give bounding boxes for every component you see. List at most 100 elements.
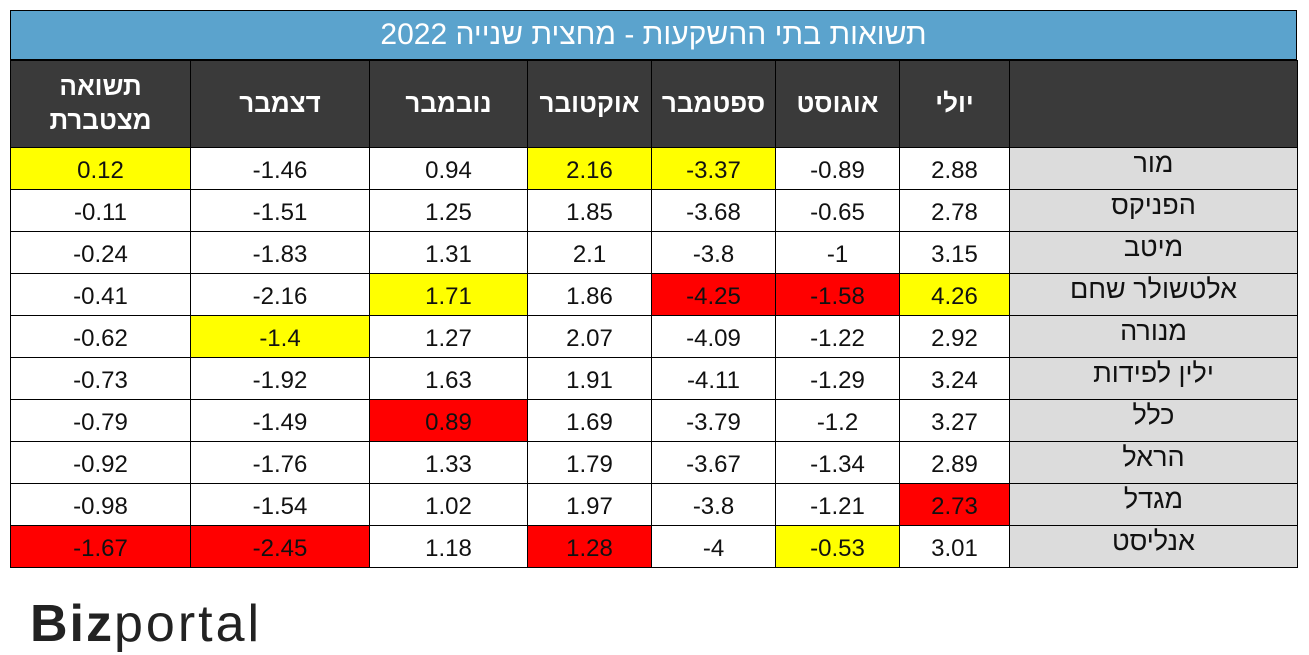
column-header: אוגוסט — [775, 60, 900, 148]
value-cell: -0.98 — [10, 483, 191, 526]
value-cell: 4.26 — [899, 273, 1010, 316]
value-cell: -0.53 — [775, 525, 900, 568]
value-cell: 1.63 — [369, 357, 528, 400]
value-cell: 1.69 — [527, 399, 652, 442]
value-cell: -1.29 — [775, 357, 900, 400]
fund-name-cell: מיטב — [1009, 231, 1298, 274]
value-cell: -0.92 — [10, 441, 191, 484]
value-cell: 2.78 — [899, 189, 1010, 232]
table-row: כלל 3.27 -1.2 -3.79 1.69 0.89 -1.49 -0.79 — [10, 399, 1298, 442]
value-cell: -0.73 — [10, 357, 191, 400]
value-cell: -1.22 — [775, 315, 900, 358]
fund-name-cell: אנליסט — [1009, 525, 1298, 568]
fund-name-cell: מנורה — [1009, 315, 1298, 358]
fund-name-cell: כלל — [1009, 399, 1298, 442]
value-cell: -0.79 — [10, 399, 191, 442]
value-cell: 2.1 — [527, 231, 652, 274]
value-cell: 1.27 — [369, 315, 528, 358]
value-cell: -1.4 — [190, 315, 370, 358]
logo-biz-text: Biz — [30, 595, 114, 653]
value-cell: -0.89 — [775, 147, 900, 190]
value-cell: 2.92 — [899, 315, 1010, 358]
column-header: דצמבר — [190, 60, 370, 148]
column-header: תשואה מצטברת — [10, 60, 191, 148]
value-cell: 1.31 — [369, 231, 528, 274]
table-row: מיטב 3.15 -1 -3.8 2.1 1.31 -1.83 -0.24 — [10, 231, 1298, 274]
value-cell: -2.16 — [190, 273, 370, 316]
value-cell: 1.85 — [527, 189, 652, 232]
value-cell: -1.58 — [775, 273, 900, 316]
value-cell: 1.71 — [369, 273, 528, 316]
table-row: הפניקס 2.78 -0.65 -3.68 1.85 1.25 -1.51 -0.11 — [10, 189, 1298, 232]
value-cell: -1.51 — [190, 189, 370, 232]
value-cell: -0.65 — [775, 189, 900, 232]
value-cell: 2.07 — [527, 315, 652, 358]
value-cell: 3.27 — [899, 399, 1010, 442]
value-cell: -1 — [775, 231, 900, 274]
value-cell: 1.25 — [369, 189, 528, 232]
value-cell: -4.11 — [651, 357, 776, 400]
value-cell: -3.67 — [651, 441, 776, 484]
value-cell: 0.89 — [369, 399, 528, 442]
value-cell: 0.12 — [10, 147, 191, 190]
table-row: אלטשולר שחם 4.26 -1.58 -4.25 1.86 1.71 -2.16 -0… — [10, 273, 1298, 316]
value-cell: -3.37 — [651, 147, 776, 190]
value-cell: -1.2 — [775, 399, 900, 442]
value-cell: -1.49 — [190, 399, 370, 442]
value-cell: -1.83 — [190, 231, 370, 274]
value-cell: 2.88 — [899, 147, 1010, 190]
value-cell: 1.18 — [369, 525, 528, 568]
fund-name-cell: ילין לפידות — [1009, 357, 1298, 400]
returns-table-container: תשואות בתי ההשקעות - מחצית שנייה 2022 יו… — [10, 10, 1298, 568]
fund-name-cell: מור — [1009, 147, 1298, 190]
value-cell: -1.92 — [190, 357, 370, 400]
value-cell: 1.28 — [527, 525, 652, 568]
value-cell: -1.34 — [775, 441, 900, 484]
value-cell: -3.68 — [651, 189, 776, 232]
header-name-column — [1009, 60, 1298, 148]
table-title: תשואות בתי ההשקעות - מחצית שנייה 2022 — [10, 10, 1297, 60]
value-cell: 1.02 — [369, 483, 528, 526]
value-cell: -1.67 — [10, 525, 191, 568]
logo-portal-text: portal — [114, 595, 263, 653]
value-cell: -1.76 — [190, 441, 370, 484]
fund-name-cell: מגדל — [1009, 483, 1298, 526]
returns-table: יולי אוגוסט ספטמבר אוקטובר נובמבר דצמבר תשואה … — [10, 60, 1298, 568]
bizportal-logo: Bizportal — [30, 598, 262, 650]
column-header: ספטמבר — [651, 60, 776, 148]
value-cell: -4.09 — [651, 315, 776, 358]
value-cell: 1.33 — [369, 441, 528, 484]
value-cell: -1.21 — [775, 483, 900, 526]
value-cell: 1.79 — [527, 441, 652, 484]
table-row: אנליסט 3.01 -0.53 -4 1.28 1.18 -2.45 -1.67 — [10, 525, 1298, 568]
value-cell: -3.79 — [651, 399, 776, 442]
value-cell: 0.94 — [369, 147, 528, 190]
value-cell: -3.8 — [651, 483, 776, 526]
value-cell: 2.16 — [527, 147, 652, 190]
value-cell: -0.41 — [10, 273, 191, 316]
value-cell: -0.11 — [10, 189, 191, 232]
table-row: מגדל 2.73 -1.21 -3.8 1.97 1.02 -1.54 -0.98 — [10, 483, 1298, 526]
value-cell: 2.73 — [899, 483, 1010, 526]
table-row: מור 2.88 -0.89 -3.37 2.16 0.94 -1.46 0.12 — [10, 147, 1298, 190]
value-cell: 3.24 — [899, 357, 1010, 400]
value-cell: -1.46 — [190, 147, 370, 190]
value-cell: -4 — [651, 525, 776, 568]
value-cell: 1.86 — [527, 273, 652, 316]
column-header: נובמבר — [369, 60, 528, 148]
column-header: אוקטובר — [527, 60, 652, 148]
value-cell: -1.54 — [190, 483, 370, 526]
header-row: יולי אוגוסט ספטמבר אוקטובר נובמבר דצמבר תשואה … — [10, 60, 1298, 148]
value-cell: -2.45 — [190, 525, 370, 568]
column-header: יולי — [899, 60, 1010, 148]
value-cell: -4.25 — [651, 273, 776, 316]
value-cell: 3.15 — [899, 231, 1010, 274]
value-cell: -0.24 — [10, 231, 191, 274]
value-cell: 3.01 — [899, 525, 1010, 568]
table-row: מנורה 2.92 -1.22 -4.09 2.07 1.27 -1.4 -0.62 — [10, 315, 1298, 358]
table-row: הראל 2.89 -1.34 -3.67 1.79 1.33 -1.76 -0.92 — [10, 441, 1298, 484]
value-cell: 1.97 — [527, 483, 652, 526]
value-cell: -0.62 — [10, 315, 191, 358]
value-cell: -3.8 — [651, 231, 776, 274]
fund-name-cell: אלטשולר שחם — [1009, 273, 1298, 316]
